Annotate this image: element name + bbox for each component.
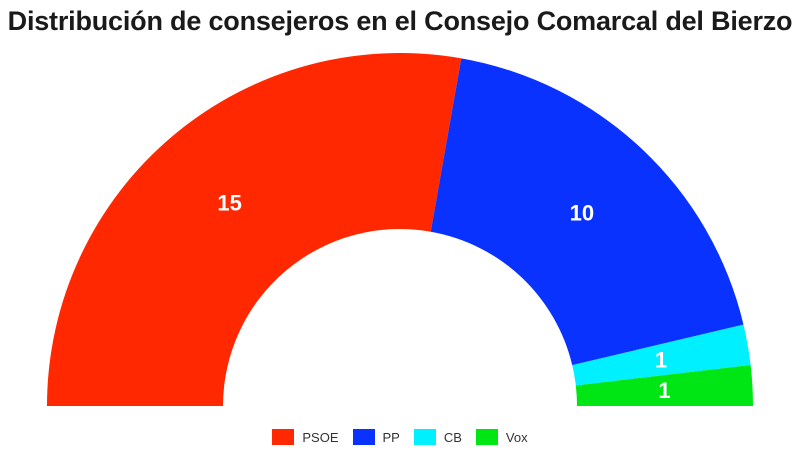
chart-slice-labels: 15 10 1 1 [217,190,670,403]
slice-label-vox: 1 [658,378,670,403]
slice-label-cb: 1 [655,347,667,372]
slice-label-psoe: 15 [217,190,241,215]
slice-vox [575,365,753,406]
legend-item-pp: PP [352,429,400,445]
legend-item-cb: CB [413,429,462,445]
legend-swatch [413,429,436,445]
legend-label: PSOE [302,429,339,445]
slice-pp [430,58,744,366]
chart-slices [47,53,753,407]
legend-label: CB [443,429,462,445]
chart-legend: PSOE PP CB Vox [0,429,800,445]
slice-cb [572,324,751,386]
slice-label-pp: 10 [570,201,594,226]
legend-label: PP [382,429,400,445]
slice-psoe [47,53,462,407]
legend-item-psoe: PSOE [272,429,339,445]
legend-swatch [352,429,375,445]
legend-item-vox: Vox [475,429,528,445]
legend-label: Vox [505,429,528,445]
legend-swatch [475,429,498,445]
chart-title: Distribución de consejeros en el Consejo… [7,6,793,36]
legend-swatch [272,429,295,445]
